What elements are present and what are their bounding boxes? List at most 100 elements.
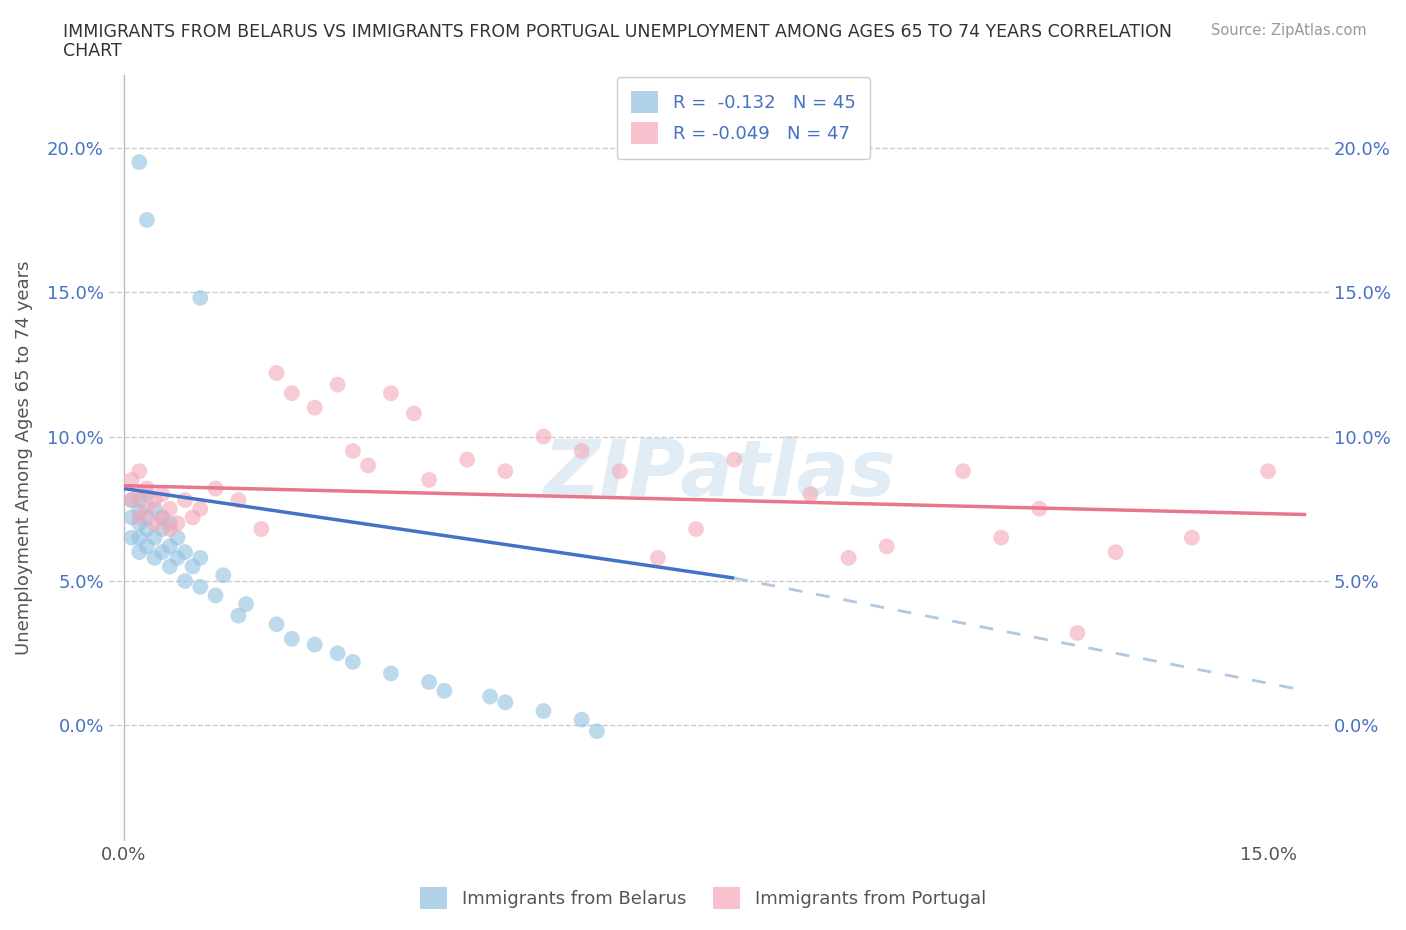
Point bbox=[150, 545, 173, 560]
Point bbox=[494, 695, 516, 710]
Point bbox=[228, 608, 250, 623]
Point bbox=[121, 493, 143, 508]
Point bbox=[135, 538, 157, 553]
Point bbox=[143, 551, 166, 565]
Point bbox=[433, 684, 456, 698]
Point bbox=[304, 400, 326, 415]
Point bbox=[150, 522, 173, 537]
Point bbox=[121, 510, 143, 525]
Point bbox=[150, 487, 173, 502]
Point bbox=[533, 704, 555, 719]
Point bbox=[143, 501, 166, 516]
Point bbox=[159, 538, 181, 553]
Text: ZIPatlas: ZIPatlas bbox=[543, 435, 896, 512]
Point bbox=[799, 487, 821, 502]
Point bbox=[143, 516, 166, 531]
Point bbox=[1066, 626, 1088, 641]
Point bbox=[128, 504, 150, 519]
Point bbox=[166, 516, 188, 531]
Point bbox=[876, 538, 898, 553]
Point bbox=[181, 559, 204, 574]
Point bbox=[1257, 464, 1279, 479]
Point bbox=[250, 522, 273, 537]
Point bbox=[586, 724, 609, 738]
Point bbox=[281, 386, 304, 401]
Point bbox=[281, 631, 304, 646]
Point bbox=[357, 458, 380, 472]
Point bbox=[326, 645, 349, 660]
Point bbox=[228, 493, 250, 508]
Point bbox=[326, 377, 349, 392]
Point bbox=[166, 530, 188, 545]
Point bbox=[235, 597, 257, 612]
Point bbox=[181, 510, 204, 525]
Point bbox=[342, 444, 364, 458]
Point bbox=[128, 530, 150, 545]
Point bbox=[188, 551, 211, 565]
Point bbox=[212, 568, 235, 583]
Text: IMMIGRANTS FROM BELARUS VS IMMIGRANTS FROM PORTUGAL UNEMPLOYMENT AMONG AGES 65 T: IMMIGRANTS FROM BELARUS VS IMMIGRANTS FR… bbox=[63, 23, 1173, 41]
Point bbox=[204, 588, 226, 603]
Point bbox=[456, 452, 478, 467]
Point bbox=[571, 444, 593, 458]
Point bbox=[647, 551, 669, 565]
Point bbox=[150, 510, 173, 525]
Point bbox=[479, 689, 502, 704]
Point bbox=[266, 365, 288, 380]
Point bbox=[990, 530, 1012, 545]
Point bbox=[135, 212, 157, 227]
Point bbox=[135, 522, 157, 537]
Text: CHART: CHART bbox=[63, 42, 122, 60]
Point bbox=[128, 464, 150, 479]
Point bbox=[135, 487, 157, 502]
Point bbox=[188, 290, 211, 305]
Point bbox=[128, 510, 150, 525]
Point bbox=[159, 522, 181, 537]
Point bbox=[143, 530, 166, 545]
Point bbox=[266, 617, 288, 631]
Point bbox=[128, 516, 150, 531]
Point bbox=[838, 551, 860, 565]
Point bbox=[135, 501, 157, 516]
Point bbox=[166, 551, 188, 565]
Point bbox=[128, 487, 150, 502]
Point bbox=[380, 666, 402, 681]
Point bbox=[571, 712, 593, 727]
Point bbox=[128, 545, 150, 560]
Point bbox=[188, 579, 211, 594]
Point bbox=[174, 545, 197, 560]
Point bbox=[188, 501, 211, 516]
Point bbox=[128, 493, 150, 508]
Legend: R =  -0.132   N = 45, R = -0.049   N = 47: R = -0.132 N = 45, R = -0.049 N = 47 bbox=[617, 77, 870, 159]
Point bbox=[1181, 530, 1204, 545]
Point bbox=[204, 481, 226, 496]
Point bbox=[143, 493, 166, 508]
Point bbox=[342, 655, 364, 670]
Point bbox=[1028, 501, 1050, 516]
Point bbox=[159, 501, 181, 516]
Point bbox=[494, 464, 516, 479]
Point bbox=[952, 464, 974, 479]
Point bbox=[121, 472, 143, 487]
Point bbox=[150, 510, 173, 525]
Point bbox=[128, 154, 150, 169]
Point bbox=[159, 516, 181, 531]
Point bbox=[121, 493, 143, 508]
Point bbox=[609, 464, 631, 479]
Point bbox=[402, 406, 425, 421]
Point bbox=[1104, 545, 1126, 560]
Point bbox=[533, 429, 555, 444]
Point bbox=[174, 574, 197, 589]
Point bbox=[418, 674, 440, 689]
Point bbox=[135, 481, 157, 496]
Point bbox=[380, 386, 402, 401]
Point bbox=[723, 452, 745, 467]
Point bbox=[418, 472, 440, 487]
Point bbox=[304, 637, 326, 652]
Point bbox=[685, 522, 707, 537]
Point bbox=[174, 493, 197, 508]
Point bbox=[121, 530, 143, 545]
Text: Source: ZipAtlas.com: Source: ZipAtlas.com bbox=[1211, 23, 1367, 38]
Y-axis label: Unemployment Among Ages 65 to 74 years: Unemployment Among Ages 65 to 74 years bbox=[15, 261, 32, 656]
Legend: Immigrants from Belarus, Immigrants from Portugal: Immigrants from Belarus, Immigrants from… bbox=[413, 880, 993, 916]
